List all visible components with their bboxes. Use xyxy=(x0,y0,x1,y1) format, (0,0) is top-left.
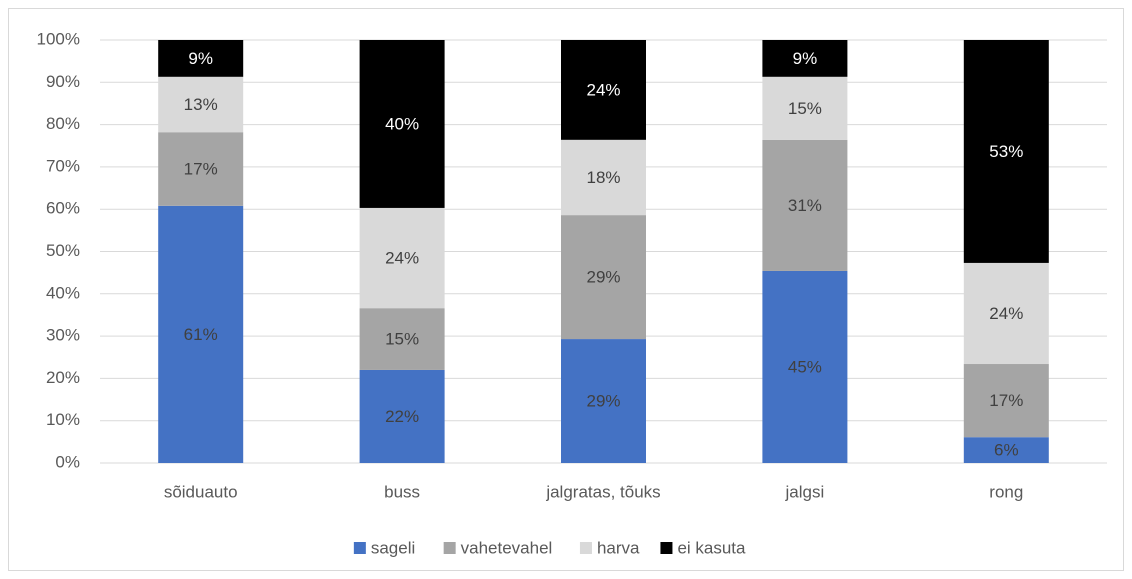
bar-segment xyxy=(158,40,244,77)
x-tick-label: sõiduauto xyxy=(164,482,238,501)
data-label: 31% xyxy=(788,196,822,215)
bar-segment xyxy=(561,215,646,340)
y-tick-label: 100% xyxy=(37,29,80,48)
bar-segment xyxy=(762,40,848,77)
data-label: 13% xyxy=(184,95,218,114)
bar-segment xyxy=(359,207,445,309)
x-tick-label: jalgsi xyxy=(785,482,825,501)
legend-swatch xyxy=(660,542,673,554)
x-tick-label: jalgratas, tõuks xyxy=(545,482,660,501)
data-label: 40% xyxy=(385,114,419,133)
bar-segment xyxy=(359,308,445,370)
data-label: 45% xyxy=(788,357,822,376)
bar-segment xyxy=(158,205,244,464)
data-label: 24% xyxy=(586,80,620,99)
y-tick-label: 50% xyxy=(46,241,80,260)
bar-segment xyxy=(762,270,848,463)
bar-segment xyxy=(963,40,1049,263)
y-tick-label: 60% xyxy=(46,199,80,218)
bar-segment xyxy=(762,139,848,271)
bar-segment xyxy=(762,76,848,140)
y-tick-label: 10% xyxy=(46,410,80,429)
y-tick-label: 0% xyxy=(55,452,80,471)
bar-segment xyxy=(963,364,1049,438)
y-tick-label: 20% xyxy=(46,368,80,387)
data-label: 6% xyxy=(994,441,1019,460)
bar-segment xyxy=(963,437,1049,463)
x-tick-label: buss xyxy=(384,482,420,501)
data-label: 29% xyxy=(586,392,620,411)
bar-segment xyxy=(561,40,646,140)
bar-segment xyxy=(359,369,445,463)
data-label: 9% xyxy=(793,49,818,68)
data-label: 24% xyxy=(385,249,419,268)
bar-segment xyxy=(359,40,445,208)
bar-segment xyxy=(158,76,244,133)
data-label: 15% xyxy=(385,330,419,349)
bar-segment xyxy=(561,339,646,463)
legend-swatch xyxy=(579,542,592,554)
y-tick-label: 30% xyxy=(46,326,80,345)
data-label: 17% xyxy=(989,391,1023,410)
data-label: 24% xyxy=(989,304,1023,323)
bar-segment xyxy=(561,139,646,216)
bar-segment xyxy=(158,132,244,206)
bar-segment xyxy=(963,262,1049,365)
data-label: 18% xyxy=(586,168,620,187)
legend-swatch xyxy=(353,542,366,554)
x-tick-label: rong xyxy=(989,482,1023,501)
data-label: 9% xyxy=(188,49,213,68)
legend-label: vahetevahel xyxy=(461,538,553,557)
legend-label: sageli xyxy=(371,538,415,557)
data-label: 61% xyxy=(184,325,218,344)
legend-swatch xyxy=(443,542,456,554)
y-tick-label: 90% xyxy=(46,72,80,91)
data-label: 17% xyxy=(184,159,218,178)
legend-label: harva xyxy=(597,538,640,557)
data-label: 53% xyxy=(989,142,1023,161)
data-label: 29% xyxy=(586,268,620,287)
legend-label: ei kasuta xyxy=(677,538,746,557)
data-label: 22% xyxy=(385,407,419,426)
y-tick-label: 80% xyxy=(46,114,80,133)
data-label: 15% xyxy=(788,99,822,118)
y-tick-label: 70% xyxy=(46,156,80,175)
y-tick-label: 40% xyxy=(46,283,80,302)
